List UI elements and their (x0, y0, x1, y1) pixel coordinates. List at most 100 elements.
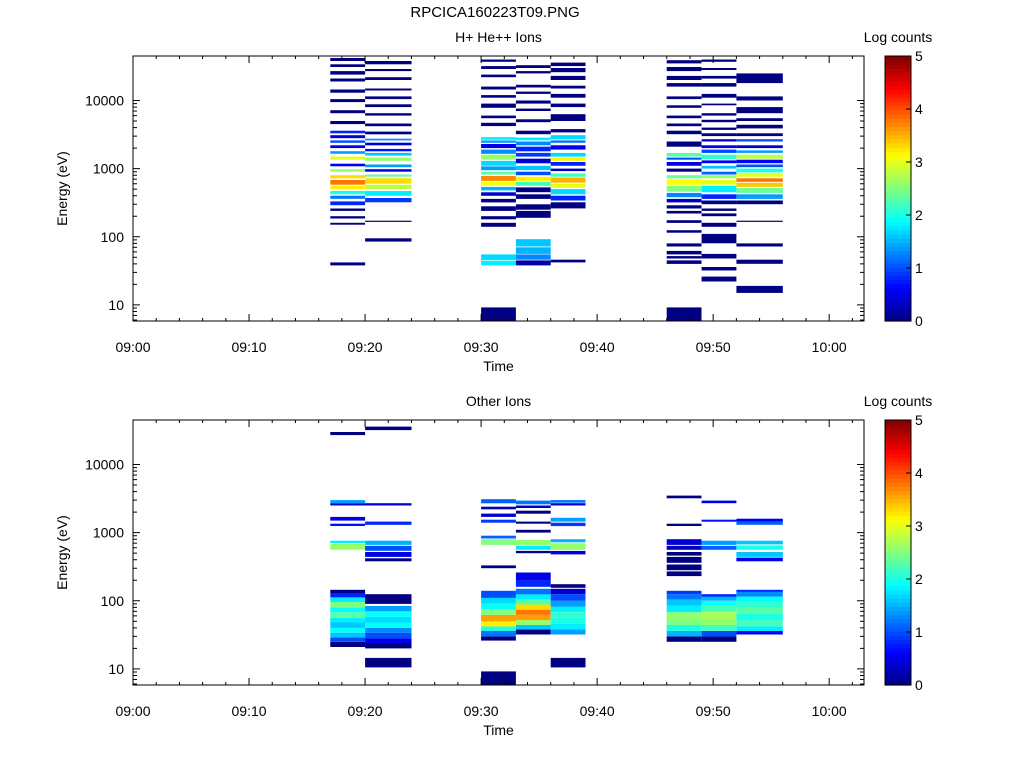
colorbar-segment (885, 205, 911, 210)
heatmap-cell (330, 622, 366, 628)
colorbar-segment (885, 250, 911, 256)
x-tick-label: 09:50 (696, 703, 731, 719)
heatmap-cell (515, 254, 551, 260)
heatmap-cell (666, 83, 702, 87)
heatmap-cell (550, 195, 586, 201)
heatmap-cell (330, 262, 366, 266)
heatmap-cell (666, 307, 702, 321)
heatmap-cell (481, 181, 516, 186)
heatmap-cell (365, 632, 412, 639)
heatmap-cell (666, 123, 702, 127)
heatmap-cell (481, 216, 516, 220)
heatmap-cell (550, 189, 586, 195)
colorbar-segment (885, 610, 911, 616)
heatmap-cell (515, 521, 551, 524)
colorbar-segment (885, 444, 911, 450)
heatmap-cell (515, 210, 551, 218)
heatmap-cell (365, 545, 412, 551)
heatmap-cell (481, 614, 516, 622)
colorbar-segment (885, 643, 911, 649)
heatmap-cell (515, 158, 551, 164)
heatmap-cell (330, 191, 366, 195)
heatmap-cell (365, 69, 412, 72)
colorbar-segment (885, 68, 911, 74)
heatmap-cell (365, 178, 412, 184)
colorbar-segment (885, 213, 911, 219)
heatmap-cell (701, 200, 737, 205)
heatmap-cell (515, 609, 551, 615)
heatmap-cell (701, 68, 737, 70)
heatmap-cell (736, 139, 783, 142)
colorbar-segment (885, 540, 911, 545)
heatmap-cell (515, 181, 551, 186)
heatmap-cell (330, 544, 366, 550)
heatmap-cell (666, 625, 702, 631)
colorbar-segment (885, 271, 911, 277)
colorbar-segment (885, 192, 911, 198)
heatmap-cell (365, 616, 412, 623)
y-tick-label: 1000 (93, 161, 124, 177)
heatmap-cell (515, 137, 551, 141)
x-tick-label: 09:40 (580, 703, 615, 719)
heatmap-cell (365, 521, 412, 525)
heatmap-cell (515, 572, 551, 581)
colorbar-tick-label: 0 (915, 677, 923, 693)
heatmap-cell (666, 631, 702, 637)
heatmap-cell (666, 250, 702, 255)
heatmap-cell (550, 162, 586, 166)
colorbar-tick-label: 1 (915, 260, 923, 276)
colorbar-segment (885, 308, 911, 314)
colorbar-segment (885, 159, 911, 165)
colorbar-tick-label: 5 (915, 48, 923, 64)
heatmap-cell (666, 130, 702, 135)
x-tick-label: 10:00 (812, 339, 847, 355)
colorbar-segment (885, 89, 911, 94)
heatmap-cell (701, 93, 737, 98)
heatmap-cell (736, 220, 783, 222)
heatmap-cell (701, 600, 737, 606)
heatmap-cell (330, 151, 366, 154)
colorbar-frame (884, 55, 912, 322)
heatmap-cell (550, 183, 586, 188)
heatmap-cell (365, 113, 412, 116)
heatmap-cell (701, 133, 737, 137)
heatmap-cell (550, 550, 586, 555)
heatmap-cell (330, 121, 366, 125)
heatmap-cell (666, 230, 702, 233)
heatmap-cell (701, 171, 737, 175)
colorbar-segment (885, 647, 911, 653)
heatmap-cell (701, 540, 737, 545)
heatmap-cell (330, 540, 366, 544)
colorbar-segment (885, 668, 911, 674)
colorbar-segment (885, 130, 911, 136)
heatmap-cell (515, 529, 551, 533)
heatmap-cell (330, 180, 366, 185)
heatmap-cell (550, 588, 586, 595)
heatmap-cell (666, 152, 702, 157)
colorbar-segment (885, 76, 911, 82)
heatmap-cell (515, 505, 551, 508)
panel-title: H+ He++ Ions (455, 29, 542, 45)
heatmap-cell (550, 145, 586, 150)
heatmap-cell (481, 86, 516, 90)
colorbar-segment (885, 93, 911, 99)
y-axis-label: Energy (eV) (54, 151, 70, 226)
colorbar-segment (885, 581, 911, 587)
colorbar-segment (885, 109, 911, 115)
heatmap-cell (481, 66, 516, 69)
heatmap-cell (666, 243, 702, 247)
y-tick-label: 100 (101, 593, 125, 609)
heatmap-cell (550, 103, 586, 108)
colorbar-segment (885, 171, 911, 177)
heatmap-cell (515, 84, 551, 88)
heatmap-cell (330, 612, 366, 618)
heatmap-cell (666, 157, 702, 160)
heatmap-cell (515, 594, 551, 600)
heatmap-cell (515, 187, 551, 193)
heatmap-cell (701, 119, 737, 123)
colorbar-segment (885, 660, 911, 665)
colorbar-segment (885, 60, 911, 65)
heatmap-cell (330, 145, 366, 149)
heatmap-cells (330, 58, 783, 321)
heatmap-cell (666, 495, 702, 499)
